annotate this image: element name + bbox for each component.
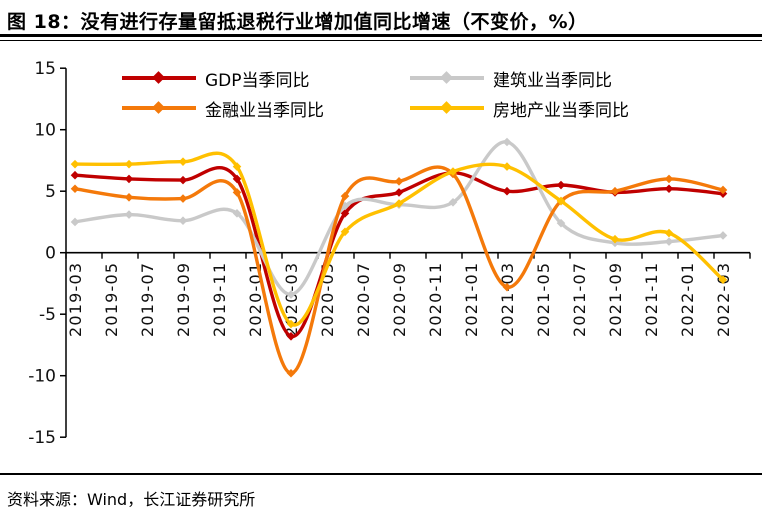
legend-swatch-real-estate xyxy=(410,101,484,114)
marker-construction xyxy=(124,210,134,219)
x-tick-label: 2021-01 xyxy=(462,262,481,337)
x-tick-label: 2021-11 xyxy=(642,262,661,337)
marker-gdp xyxy=(232,174,242,184)
marker-real-estate xyxy=(178,157,188,166)
marker-gdp xyxy=(286,332,296,341)
x-tick-label: 2019-03 xyxy=(66,262,85,337)
marker-gdp xyxy=(556,180,566,190)
x-tick-label: 2020-01 xyxy=(246,262,265,337)
source-note: 资料来源：Wind，长江证券研究所 xyxy=(7,490,256,509)
marker-finance xyxy=(340,191,350,201)
marker-finance xyxy=(502,282,512,292)
marker-finance xyxy=(70,184,80,194)
x-tick-label: 2020-11 xyxy=(426,262,445,337)
legend-item-construction: 建筑业当季同比 xyxy=(410,67,612,91)
x-tick-label: 2021-03 xyxy=(498,262,517,337)
marker-finance xyxy=(664,174,674,184)
y-tick-label: 10 xyxy=(34,121,56,141)
marker-construction xyxy=(448,197,458,207)
y-tick-label: -5 xyxy=(39,305,56,325)
marker-real-estate xyxy=(286,319,296,329)
marker-real-estate xyxy=(556,196,566,206)
legend-diamond-icon xyxy=(440,71,453,84)
marker-finance xyxy=(286,368,296,378)
marker-gdp xyxy=(340,209,350,218)
y-tick-label: 0 xyxy=(45,244,56,264)
marker-real-estate xyxy=(718,275,728,285)
marker-real-estate xyxy=(664,228,674,238)
legend-label-gdp: GDP当季同比 xyxy=(205,70,310,91)
marker-real-estate xyxy=(340,227,350,237)
x-axis: 2019-03 2019-05 2019-07 2019-09 2019-11 2020-… xyxy=(65,251,751,337)
legend-label-real-estate: 房地产业当季同比 xyxy=(493,100,629,121)
chart-title: 图 18：没有进行存量留抵退税行业增加值同比增速（不变价，%） xyxy=(7,11,588,33)
y-tick-label: -15 xyxy=(28,428,56,448)
x-tick-label: 2022-03 xyxy=(714,262,733,337)
marker-real-estate xyxy=(70,159,80,169)
marker-finance xyxy=(124,193,134,202)
title-rule-thick xyxy=(0,34,762,37)
y-axis: 15 10 5 0 -5 -10 -15 xyxy=(28,59,67,448)
marker-gdp xyxy=(70,170,80,180)
marker-finance xyxy=(178,194,188,203)
marker-construction xyxy=(232,209,242,218)
marker-real-estate xyxy=(448,167,458,176)
marker-gdp xyxy=(394,188,404,197)
x-tick-label: 2019-05 xyxy=(102,262,121,337)
marker-finance xyxy=(394,177,404,186)
y-tick-label: 5 xyxy=(45,182,56,202)
marker-real-estate xyxy=(502,162,512,171)
legend-diamond-icon xyxy=(152,71,165,84)
marker-construction xyxy=(664,237,674,246)
footer-rule xyxy=(0,473,762,475)
legend-item-gdp: GDP当季同比 xyxy=(122,67,310,91)
marker-construction xyxy=(286,290,296,299)
x-tick-label: 2020-09 xyxy=(390,262,409,337)
marker-real-estate xyxy=(232,162,242,171)
marker-construction xyxy=(502,137,512,147)
marker-construction xyxy=(718,231,728,240)
legend-swatch-gdp xyxy=(122,71,196,84)
legend-diamond-icon xyxy=(440,101,453,114)
marker-gdp xyxy=(178,175,188,185)
marker-gdp xyxy=(664,184,674,194)
marker-construction xyxy=(70,217,80,227)
title-rule-thin xyxy=(0,39,762,41)
marker-real-estate xyxy=(610,234,620,244)
marker-finance xyxy=(232,188,242,197)
x-tick-label: 2019-11 xyxy=(210,262,229,337)
series-finance xyxy=(70,165,728,378)
legend-swatch-finance xyxy=(122,101,196,114)
y-tick-label: -10 xyxy=(28,367,56,387)
x-tick-label: 2021-09 xyxy=(606,262,625,337)
marker-gdp xyxy=(502,186,512,196)
x-tick-label: 2021-07 xyxy=(570,262,589,337)
legend-item-finance: 金融业当季同比 xyxy=(122,97,324,121)
marker-construction xyxy=(178,216,188,226)
legend-diamond-icon xyxy=(152,101,165,114)
x-tick-label: 2019-09 xyxy=(174,262,193,337)
x-tick-label: 2022-01 xyxy=(678,262,697,337)
legend-swatch-construction xyxy=(410,71,484,84)
marker-real-estate xyxy=(124,159,134,169)
marker-finance xyxy=(718,185,728,195)
legend-label-construction: 建筑业当季同比 xyxy=(493,70,612,91)
legend-item-real-estate: 房地产业当季同比 xyxy=(410,97,629,121)
x-tick-label: 2020-07 xyxy=(354,262,373,337)
marker-construction xyxy=(556,218,566,228)
x-tick-label: 2019-07 xyxy=(138,262,157,337)
marker-construction xyxy=(340,201,350,211)
y-tick-label: 15 xyxy=(34,59,56,79)
legend-label-finance: 金融业当季同比 xyxy=(205,100,324,121)
series-real-estate xyxy=(70,151,728,329)
marker-finance xyxy=(610,186,620,196)
x-tick-label: 2021-05 xyxy=(534,262,553,337)
marker-gdp xyxy=(124,174,134,184)
series-line-finance xyxy=(73,165,725,375)
marker-real-estate xyxy=(394,199,404,208)
